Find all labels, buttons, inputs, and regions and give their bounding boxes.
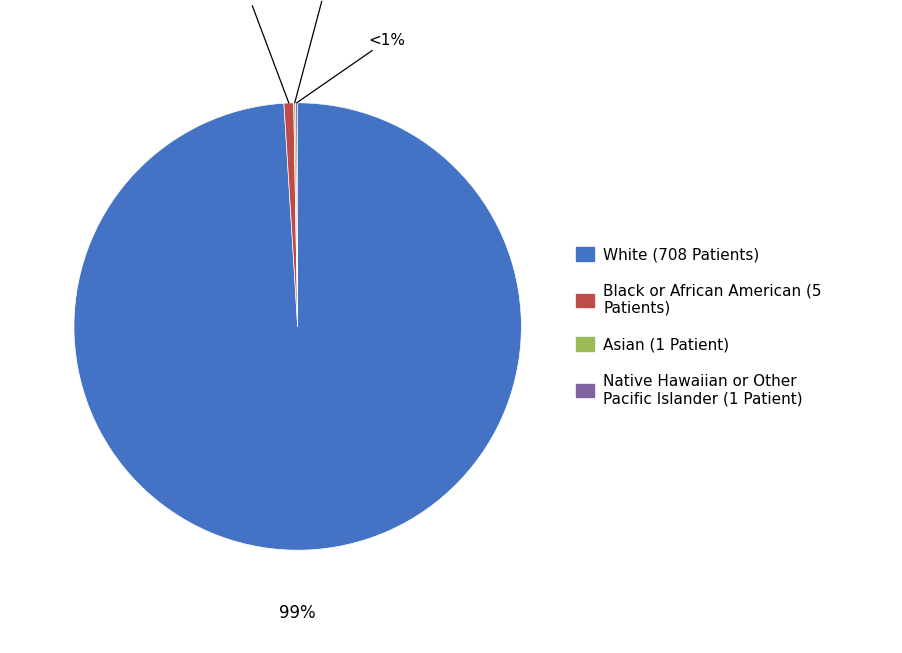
Text: 99%: 99% xyxy=(280,604,316,622)
Text: <1%: <1% xyxy=(295,0,343,103)
Legend: White (708 Patients), Black or African American (5
Patients), Asian (1 Patient),: White (708 Patients), Black or African A… xyxy=(575,247,822,406)
Wedge shape xyxy=(74,103,521,550)
Wedge shape xyxy=(294,103,298,326)
Text: <1%: <1% xyxy=(230,0,289,103)
Wedge shape xyxy=(296,103,298,326)
Text: <1%: <1% xyxy=(297,33,406,103)
Wedge shape xyxy=(284,103,298,326)
